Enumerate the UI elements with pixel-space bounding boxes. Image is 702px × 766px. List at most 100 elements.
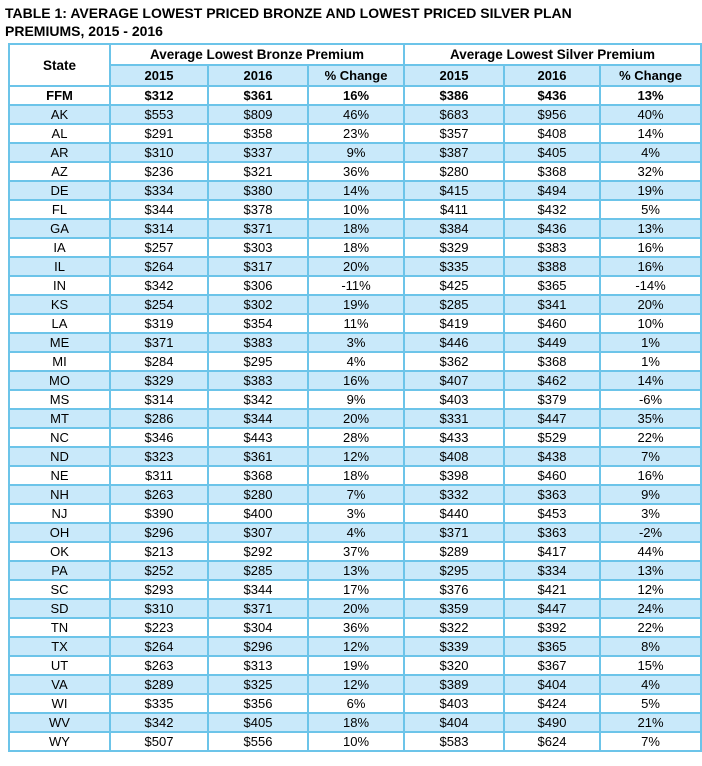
table-title: TABLE 1: AVERAGE LOWEST PRICED BRONZE AN… — [5, 4, 699, 40]
silver-pct-change-header: % Change — [599, 64, 702, 87]
value-cell: $303 — [207, 237, 309, 258]
state-cell: OK — [8, 541, 111, 562]
value-cell: $433 — [403, 427, 506, 448]
value-cell: $383 — [207, 332, 309, 353]
value-cell: $319 — [109, 313, 209, 334]
value-cell: 23% — [306, 123, 406, 144]
value-cell: $368 — [503, 161, 602, 182]
value-cell: 24% — [599, 598, 702, 619]
value-cell: $363 — [503, 522, 602, 543]
table-row: KS $254 $302 19% $285 $341 20% — [8, 294, 702, 315]
value-cell: $368 — [207, 465, 309, 486]
value-cell: $371 — [403, 522, 506, 543]
value-cell: 20% — [306, 408, 406, 429]
value-cell: $354 — [207, 313, 309, 334]
table-row: LA $319 $354 11% $419 $460 10% — [8, 313, 702, 334]
table-row: MT $286 $344 20% $331 $447 35% — [8, 408, 702, 429]
value-cell: $289 — [403, 541, 506, 562]
value-cell: 6% — [306, 693, 406, 714]
value-cell: 12% — [599, 579, 702, 600]
value-cell: $285 — [403, 294, 506, 315]
state-cell: TN — [8, 617, 111, 638]
value-cell: $440 — [403, 503, 506, 524]
value-cell: $494 — [503, 180, 602, 201]
value-cell: $317 — [207, 256, 309, 277]
value-cell: 28% — [306, 427, 406, 448]
table-row: SC $293 $344 17% $376 $421 12% — [8, 579, 702, 600]
value-cell: $407 — [403, 370, 506, 391]
value-cell: 12% — [306, 446, 406, 467]
value-cell: $295 — [403, 560, 506, 581]
value-cell: $296 — [207, 636, 309, 657]
value-cell: $415 — [403, 180, 506, 201]
state-cell: LA — [8, 313, 111, 334]
value-cell: $321 — [207, 161, 309, 182]
value-cell: $213 — [109, 541, 209, 562]
value-cell: 21% — [599, 712, 702, 733]
bronze-group-header: Average Lowest Bronze Premium — [108, 43, 406, 66]
value-cell: $403 — [403, 693, 506, 714]
table-row: PA $252 $285 13% $295 $334 13% — [8, 560, 702, 581]
value-cell: 32% — [599, 161, 702, 182]
value-cell: 18% — [306, 218, 406, 239]
value-cell: $329 — [403, 237, 506, 258]
value-cell: 3% — [599, 503, 702, 524]
state-cell: FL — [8, 199, 111, 220]
state-cell: SC — [8, 579, 111, 600]
state-cell: ND — [8, 446, 111, 467]
value-cell: 4% — [599, 142, 702, 163]
value-cell: 18% — [306, 712, 406, 733]
value-cell: 44% — [599, 541, 702, 562]
value-cell: 1% — [599, 332, 702, 353]
value-cell: $284 — [109, 351, 209, 372]
value-cell: $314 — [109, 218, 209, 239]
table-row: OK $213 $292 37% $289 $417 44% — [8, 541, 702, 562]
state-cell: SD — [8, 598, 111, 619]
state-cell: MS — [8, 389, 111, 410]
value-cell: $400 — [207, 503, 309, 524]
table-row: FL $344 $378 10% $411 $432 5% — [8, 199, 702, 220]
value-cell: $460 — [503, 313, 602, 334]
value-cell: $405 — [207, 712, 309, 733]
value-cell: $280 — [207, 484, 309, 505]
value-cell: $583 — [403, 731, 506, 752]
value-cell: $358 — [207, 123, 309, 144]
state-cell: MI — [8, 351, 111, 372]
value-cell: $264 — [109, 636, 209, 657]
table-row: AK $553 $809 46% $683 $956 40% — [8, 104, 702, 125]
header-group-row: State Average Lowest Bronze Premium Aver… — [8, 43, 702, 87]
value-cell: $371 — [207, 598, 309, 619]
table-row: IN $342 $306 -11% $425 $365 -14% — [8, 275, 702, 296]
value-cell: 20% — [306, 598, 406, 619]
value-cell: $553 — [109, 104, 209, 125]
value-cell: $403 — [403, 389, 506, 410]
value-cell: $313 — [207, 655, 309, 676]
value-cell: $436 — [503, 218, 602, 239]
value-cell: 16% — [306, 85, 406, 106]
table-body: FFM $312 $361 16% $386 $436 13% AK $553 $809 46% $6… — [8, 85, 702, 752]
table-row: WV $342 $405 18% $404 $490 21% — [8, 712, 702, 733]
value-cell: 15% — [599, 655, 702, 676]
value-cell: -6% — [599, 389, 702, 410]
value-cell: $365 — [503, 636, 602, 657]
state-cell: AL — [8, 123, 111, 144]
bronze-pct-change-header: % Change — [306, 64, 406, 87]
value-cell: $453 — [503, 503, 602, 524]
value-cell: $302 — [207, 294, 309, 315]
value-cell: 14% — [599, 123, 702, 144]
value-cell: $371 — [109, 332, 209, 353]
value-cell: $323 — [109, 446, 209, 467]
value-cell: 1% — [599, 351, 702, 372]
state-cell: AK — [8, 104, 111, 125]
value-cell: 4% — [306, 522, 406, 543]
state-cell: WY — [8, 731, 111, 752]
value-cell: $447 — [503, 598, 602, 619]
value-cell: $365 — [503, 275, 602, 296]
value-cell: 12% — [306, 636, 406, 657]
premiums-table: State Average Lowest Bronze Premium Aver… — [8, 43, 702, 752]
table-row: IA $257 $303 18% $329 $383 16% — [8, 237, 702, 258]
value-cell: 36% — [306, 617, 406, 638]
value-cell: 13% — [599, 560, 702, 581]
value-cell: 4% — [306, 351, 406, 372]
